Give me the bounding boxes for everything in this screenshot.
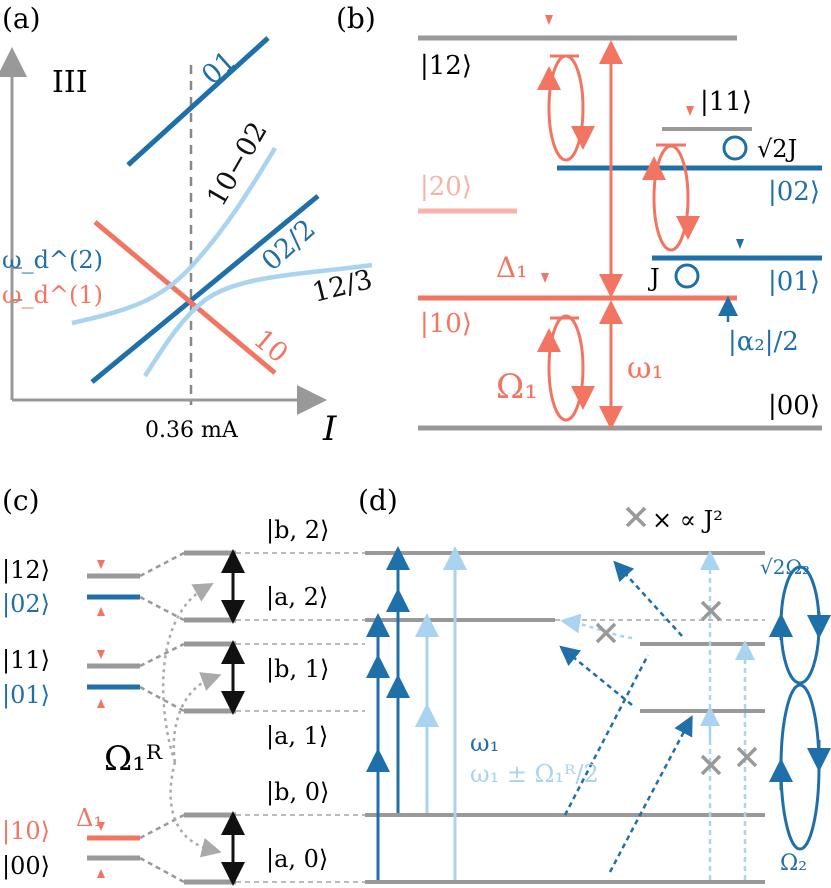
b-detuning-11-icon: [686, 106, 694, 116]
d-cross-2-icon: [700, 600, 722, 622]
d-omega1-pm: ω₁ ± Ω₁ᴿ/2: [470, 760, 599, 788]
b-alpha2: |α₂|/2: [728, 327, 799, 357]
panel-d: (d): [236, 484, 831, 884]
c-detune-e-icon: [97, 822, 105, 831]
d-loop-upper: [779, 565, 821, 685]
b-detuning-10-icon: [541, 273, 549, 283]
d-cross-1-icon: [595, 622, 617, 644]
b-ket-20: |20⟩: [420, 172, 472, 202]
c-curly-arrows: [161, 582, 222, 858]
a-y-tick-label-2: ω_d^(2): [2, 246, 103, 274]
c-ket-01: |01⟩: [2, 681, 50, 710]
b-ket-02: |02⟩: [768, 177, 820, 207]
b-omega1: ω₁: [627, 351, 664, 386]
b-ket-11: |11⟩: [700, 87, 752, 117]
b-rabi-loop-10: [547, 314, 585, 422]
d-arrows-dark: [366, 546, 410, 880]
c-delta1: Δ₁: [76, 804, 103, 832]
b-ket-00: |00⟩: [768, 391, 820, 421]
c-ket-12: |12⟩: [2, 556, 50, 585]
a-line-01: [126, 36, 270, 167]
c-ket-a1: |a, 1⟩: [266, 722, 328, 751]
d-cross-3-icon: [700, 754, 722, 776]
d-sqrt2Omega2: √2Ω₂: [760, 555, 810, 579]
d-cross-legend-icon: [625, 506, 647, 528]
d-vertical-dashed: [700, 550, 755, 880]
d-propto: × ∝ J²: [652, 506, 723, 534]
c-ket-b1: |b, 1⟩: [266, 655, 329, 684]
a-line-022: [90, 194, 320, 384]
c-ket-02: |02⟩: [2, 590, 50, 619]
d-arrows-light: [415, 546, 467, 880]
b-Omega1: Ω₁: [496, 367, 538, 407]
a-regime-label: III: [52, 65, 88, 100]
d-Omega2: Ω₂: [780, 851, 807, 876]
d-diagonal-dashed: [559, 560, 693, 873]
a-label-01: 01: [196, 45, 242, 91]
d-crosses: [595, 506, 758, 776]
c-ket-b2: |b, 2⟩: [266, 516, 329, 545]
b-ket-10: |10⟩: [420, 309, 472, 339]
a-y-tick-label-1: ω_d^(1): [2, 281, 103, 309]
c-ket-a0: |a, 0⟩: [266, 845, 328, 874]
a-label-10: 10: [248, 324, 294, 370]
c-detune-a-icon: [97, 560, 105, 569]
a-x-tick-label: 0.36 mA: [145, 418, 239, 443]
c-detune-c-icon: [97, 650, 105, 659]
b-detuning-12-icon: [545, 15, 553, 25]
c-omegaR: Ω₁ᴿ: [104, 739, 163, 779]
panel-a-label: (a): [2, 2, 41, 35]
d-light-dashed-arrow: [560, 613, 633, 640]
c-ket-10: |10⟩: [2, 817, 50, 846]
panel-c: (c): [2, 484, 329, 886]
d-dashed-extensions: [236, 552, 765, 883]
panel-c-label: (c): [2, 484, 40, 517]
b-sqrt2J: √2J: [757, 135, 797, 163]
d-loop-lower: [779, 683, 821, 851]
a-curve-upper: [71, 146, 277, 326]
b-ket-01: |01⟩: [768, 267, 820, 297]
b-anharm-arrow-top-icon: [736, 239, 744, 249]
b-coupling-sqrt2J-icon: [722, 135, 748, 161]
c-detune-f-icon: [97, 869, 105, 878]
panel-a: (a) III 01 10−02 02/2 12/3 10 ω_d^(2) ω_…: [0, 2, 376, 449]
c-ket-00: |00⟩: [2, 852, 50, 881]
c-detune-d-icon: [97, 699, 105, 708]
panel-b-label: (b): [336, 2, 376, 35]
c-connectors: [139, 551, 185, 884]
c-ket-11: |11⟩: [2, 646, 50, 675]
b-coupling-J-icon: [674, 263, 700, 289]
c-detune-b-icon: [97, 607, 105, 616]
a-x-axis-label: I: [322, 409, 337, 449]
b-ket-12: |12⟩: [420, 51, 472, 81]
d-omega1: ω₁: [470, 729, 499, 757]
b-rabi-loop-12: [547, 54, 585, 162]
panel-b: (b) |12⟩ |11⟩ √2J: [336, 2, 822, 431]
d-cross-4-icon: [736, 746, 758, 768]
panel-d-label: (d): [358, 484, 398, 517]
b-rabi-loop-11: [652, 144, 690, 252]
b-delta1: Δ₁: [496, 251, 527, 284]
b-J: J: [647, 264, 660, 292]
a-curve-lower: [143, 262, 373, 378]
c-ket-b0: |b, 0⟩: [266, 778, 329, 807]
c-ket-a2: |a, 2⟩: [266, 583, 328, 612]
a-line-10: [93, 220, 277, 375]
